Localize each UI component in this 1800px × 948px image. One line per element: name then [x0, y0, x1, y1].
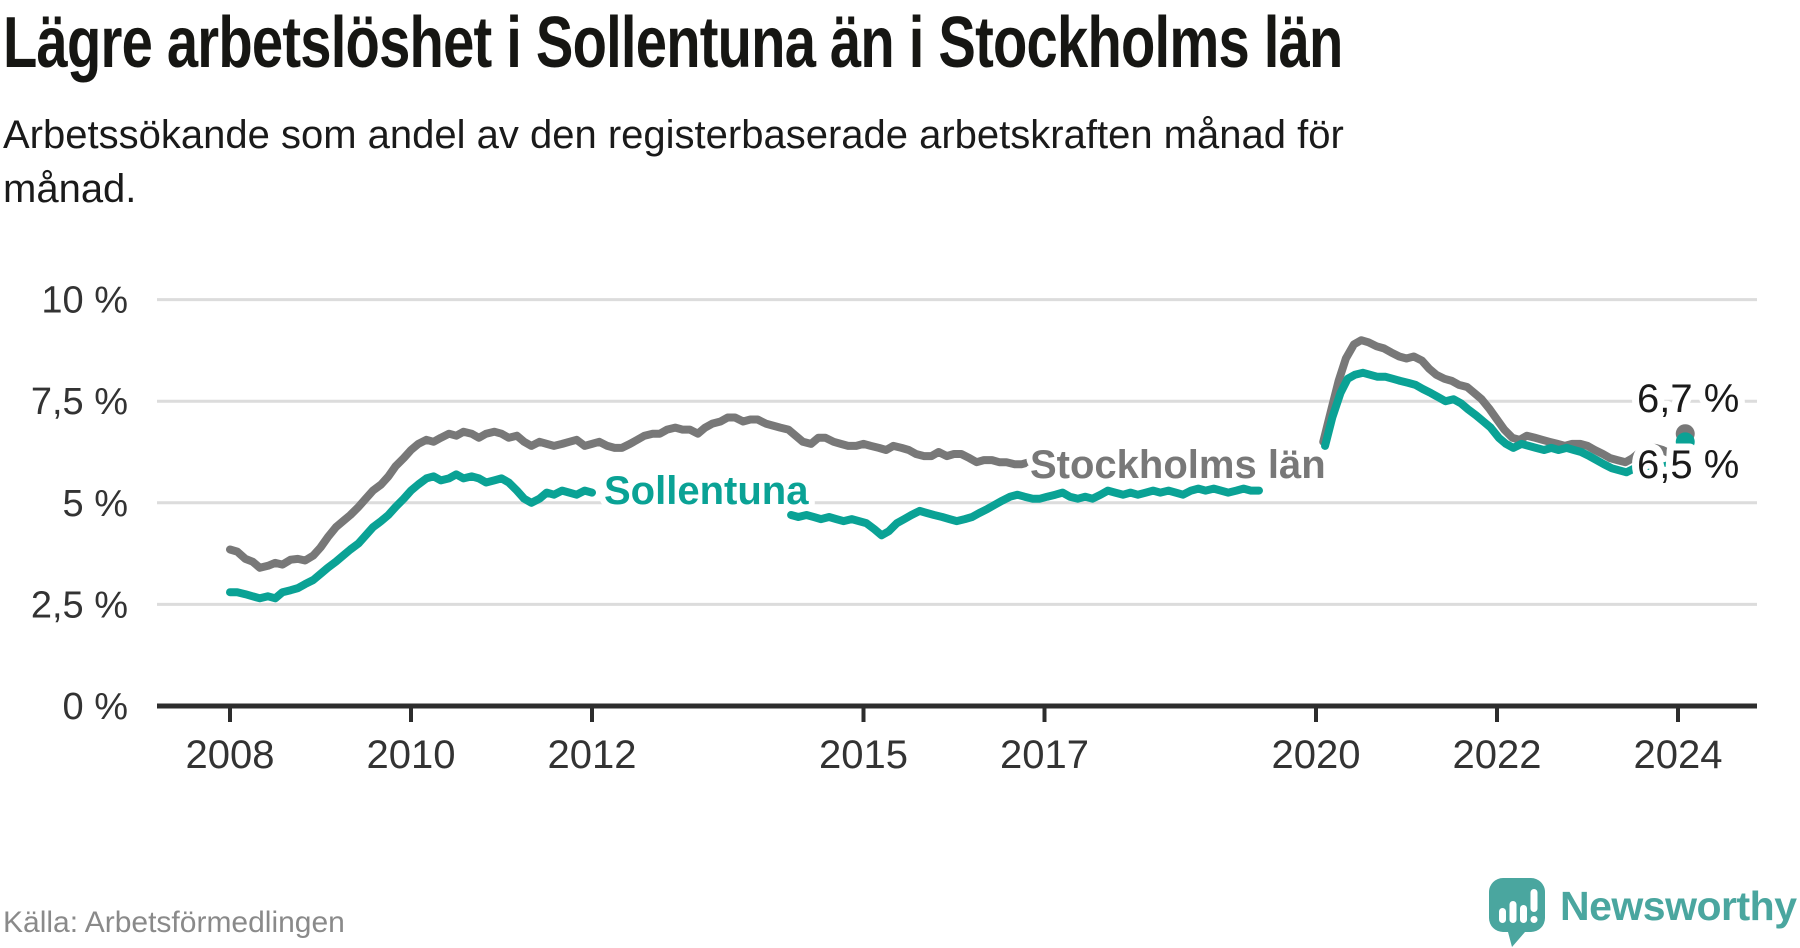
- y-axis-tick-label: 7,5 %: [31, 381, 128, 423]
- x-axis-tick-label: 2008: [186, 733, 275, 777]
- x-axis-tick-label: 2017: [1000, 733, 1089, 777]
- chart-subtitle: Arbetssökande som andel av den registerb…: [3, 113, 1344, 211]
- series-line: [1321, 368, 1690, 477]
- source-note: Källa: Arbetsförmedlingen: [3, 906, 345, 939]
- y-axis-tick-label: 10 %: [41, 280, 128, 322]
- y-axis-tick-label: 2,5 %: [31, 584, 128, 626]
- y-axis-tick-label: 0 %: [63, 686, 128, 728]
- page-title: Lägre arbetslöshet i Sollentuna än i Sto…: [3, 3, 1343, 83]
- x-axis-tick-label: 2022: [1453, 733, 1542, 777]
- series-line: [1319, 336, 1690, 467]
- series-label: Stockholms län: [1030, 443, 1326, 487]
- series-label: Sollentuna: [604, 469, 809, 513]
- series-line: [226, 470, 596, 603]
- series-line: [226, 413, 1034, 572]
- series-line: [787, 484, 1263, 540]
- x-axis-tick-label: 2010: [367, 733, 456, 777]
- x-axis-tick-label: 2020: [1272, 733, 1361, 777]
- x-axis-tick-label: 2024: [1634, 733, 1723, 777]
- newsworthy-logo[interactable]: Newsworthy: [1489, 878, 1797, 948]
- end-value-label: 6,7 %: [1637, 377, 1739, 421]
- series-end-dot: [1675, 432, 1695, 452]
- y-axis-tick-label: 5 %: [63, 483, 128, 525]
- x-axis-tick-label: 2015: [819, 733, 908, 777]
- end-value-label: 6,5 %: [1637, 443, 1739, 487]
- newsworthy-wordmark: Newsworthy: [1560, 883, 1797, 929]
- newsworthy-bubble-chart-icon: [1489, 878, 1545, 947]
- x-axis-tick-label: 2012: [548, 733, 637, 777]
